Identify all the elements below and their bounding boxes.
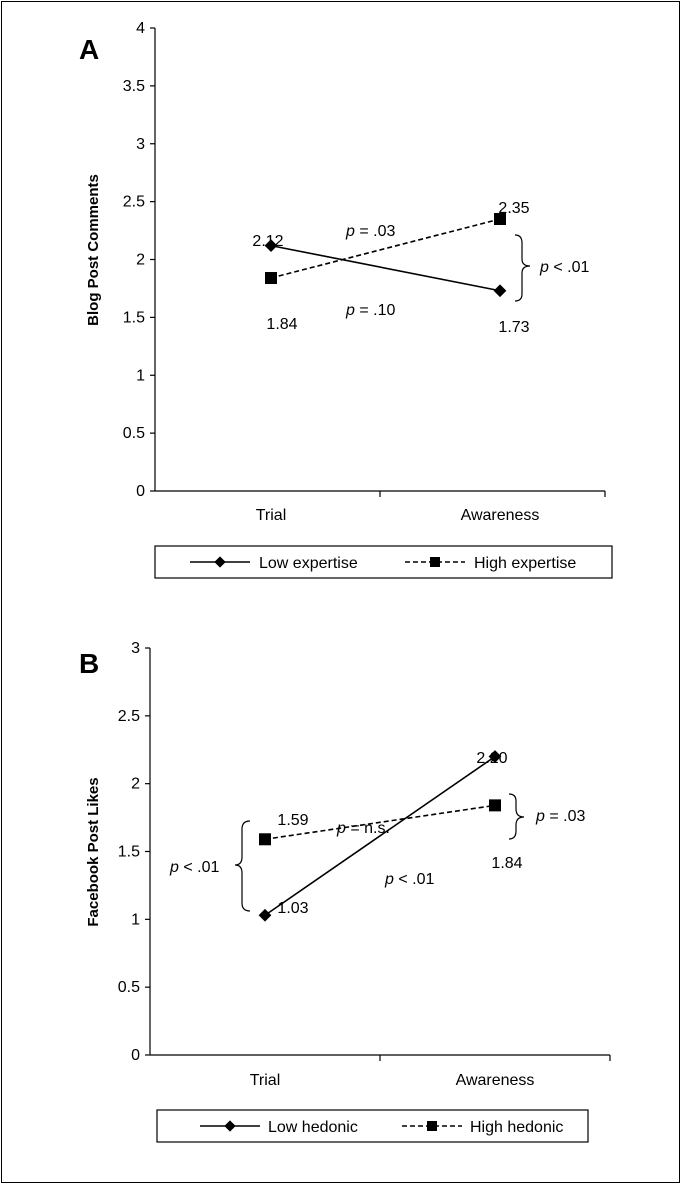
panel-a-annot-bracket: p < .01	[539, 259, 589, 276]
panel-b-xtick-awareness: Awareness	[456, 1072, 535, 1089]
panel-a-annot-slope-bottom: p = .10	[345, 302, 395, 319]
panel-a-label-low-trial: 2.12	[252, 233, 283, 250]
panel-b-y-ticks: 0 0.5 1 1.5 2 2.5 3	[118, 640, 150, 1064]
panel-b-legend-high-square	[427, 1121, 437, 1131]
panel-a-series-lines	[270, 218, 501, 292]
panel-b-ytick-label: 2.5	[118, 708, 140, 725]
panel-a-label: A	[79, 34, 99, 65]
panel-a-ytick-label: 3	[136, 136, 145, 153]
panel-a-label-high-trial: 1.84	[266, 316, 297, 333]
panel-b-series-high-line	[264, 804, 496, 841]
panel-a-xtick-trial: Trial	[256, 507, 287, 524]
panel-b-annot-slope-top: p = n.s.	[336, 820, 390, 837]
panel-b-point-low-trial	[258, 908, 272, 922]
panel-b-ytick-label: 3	[131, 640, 140, 657]
panel-b-point-high-awareness	[489, 799, 501, 812]
panel-a-ytick-label: 4	[136, 20, 145, 37]
panel-a-series-low-line	[270, 244, 501, 292]
panel-a-legend-low-text: Low expertise	[259, 555, 358, 572]
panel-a: A 0 0.5 1 1.5 2 2.5 3 3.5 4 Trial Awareness Blog…	[79, 20, 613, 579]
panel-b-series-lines	[264, 755, 496, 916]
panel-b-annot-slope-bottom: p < .01	[384, 871, 434, 888]
panel-a-annot-slope-top: p = .03	[345, 223, 395, 240]
panel-a-y-ticks: 0 0.5 1 1.5 2 2.5 3 3.5 4	[123, 20, 155, 500]
panel-b-legend-low-text: Low hedonic	[268, 1119, 358, 1136]
panel-a-ytick-label: 1	[136, 367, 145, 384]
panel-b-ytick-label: 0	[131, 1047, 140, 1064]
panel-a-bracket	[514, 234, 531, 302]
panel-a-legend-box	[154, 545, 613, 579]
panel-b-label-low-awareness: 2.20	[476, 750, 507, 767]
panel-b-ytick-label: 1	[131, 911, 140, 928]
panel-b-label: B	[79, 648, 99, 679]
panel-a-legend: Low expertise High expertise	[154, 545, 613, 579]
panel-a-series-markers	[264, 212, 507, 298]
panel-b-label-low-trial: 1.03	[277, 900, 308, 917]
panel-b-legend-high-text: High hedonic	[470, 1119, 563, 1136]
panel-a-ytick-label: 2.5	[123, 194, 145, 211]
panel-a-legend-high-square	[430, 557, 440, 567]
panel-b-ytick-label: 0.5	[118, 979, 140, 996]
panel-b-point-high-trial	[259, 833, 271, 846]
panel-b-ytick-label: 2	[131, 776, 140, 793]
panel-b-annot-bracket-right: p = .03	[535, 808, 585, 825]
panel-b-bracket-left	[234, 820, 251, 912]
panel-a-point-low-trial	[264, 239, 278, 252]
panel-a-label-high-awareness: 2.35	[498, 200, 529, 217]
panel-b-annot-bracket-left: p < .01	[169, 859, 219, 876]
panel-a-label-low-awareness: 1.73	[498, 319, 529, 336]
panel-b-label-high-awareness: 1.84	[491, 855, 522, 872]
panel-a-y-label: Blog Post Comments	[85, 174, 102, 326]
panel-b-label-high-trial: 1.59	[277, 812, 308, 829]
panel-b-legend-low-diamond	[224, 1120, 236, 1132]
panel-a-ytick-label: 0.5	[123, 425, 145, 442]
panel-a-ytick-label: 2	[136, 252, 145, 269]
panel-b-bracket-right	[508, 793, 525, 840]
panel-a-point-low-awareness	[493, 284, 507, 298]
panel-b: B 0 0.5 1 1.5 2 2.5 3 Trial Awareness Facebook…	[79, 640, 611, 1143]
panel-a-legend-low-diamond	[214, 556, 226, 568]
panel-b-legend-box	[156, 1109, 589, 1143]
panel-a-point-high-trial	[265, 272, 277, 285]
panel-b-series-low-line	[264, 755, 496, 916]
panel-a-ytick-label: 3.5	[123, 78, 145, 95]
panel-a-ytick-label: 1.5	[123, 309, 145, 326]
panel-a-xtick-awareness: Awareness	[461, 507, 540, 524]
panel-b-ytick-label: 1.5	[118, 844, 140, 861]
panel-a-ytick-label: 0	[136, 483, 145, 500]
panel-a-point-high-awareness	[494, 212, 506, 225]
panel-a-legend-high-text: High expertise	[474, 555, 576, 572]
panel-b-xtick-trial: Trial	[250, 1072, 281, 1089]
panel-b-y-label: Facebook Post Likes	[85, 777, 102, 926]
panel-b-legend: Low hedonic High hedonic	[156, 1109, 589, 1143]
